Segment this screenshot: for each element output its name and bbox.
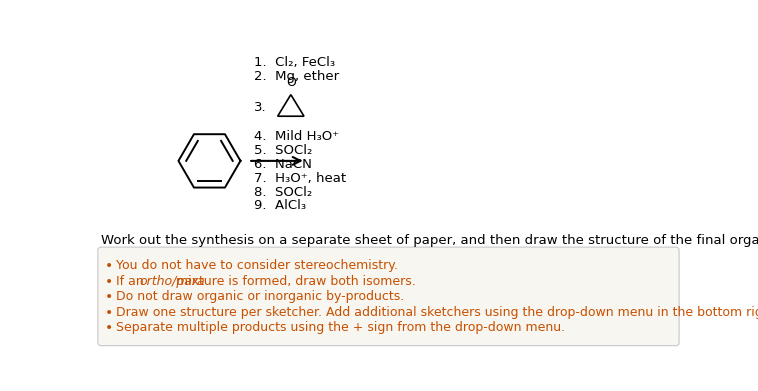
Text: •: • [105, 290, 113, 304]
Text: 8.  SOCl₂: 8. SOCl₂ [254, 185, 312, 199]
Text: 4.  Mild H₃O⁺: 4. Mild H₃O⁺ [254, 130, 339, 143]
Text: 9.  AlCl₃: 9. AlCl₃ [254, 199, 305, 212]
Text: •: • [105, 306, 113, 319]
Text: mixture is formed, draw both isomers.: mixture is formed, draw both isomers. [172, 275, 416, 288]
Text: •: • [105, 321, 113, 335]
Text: 1.  Cl₂, FeCl₃: 1. Cl₂, FeCl₃ [254, 56, 335, 69]
Text: ortho/para: ortho/para [139, 275, 205, 288]
Text: 3.: 3. [254, 101, 266, 114]
Text: 6.  NaCN: 6. NaCN [254, 158, 312, 171]
Text: You do not have to consider stereochemistry.: You do not have to consider stereochemis… [117, 260, 398, 273]
Text: •: • [105, 260, 113, 273]
Text: 5.  SOCl₂: 5. SOCl₂ [254, 144, 312, 157]
Text: Work out the synthesis on a separate sheet of paper, and then draw the structure: Work out the synthesis on a separate she… [101, 234, 758, 247]
Text: Separate multiple products using the + sign from the drop-down menu.: Separate multiple products using the + s… [117, 321, 565, 334]
FancyBboxPatch shape [98, 247, 679, 346]
Text: 7.  H₃O⁺, heat: 7. H₃O⁺, heat [254, 172, 346, 185]
Text: Draw one structure per sketcher. Add additional sketchers using the drop-down me: Draw one structure per sketcher. Add add… [117, 306, 758, 319]
Text: If an: If an [117, 275, 149, 288]
Text: O: O [286, 76, 296, 89]
Text: 2.  Mg, ether: 2. Mg, ether [254, 70, 339, 83]
Text: •: • [105, 275, 113, 289]
Text: Do not draw organic or inorganic by-products.: Do not draw organic or inorganic by-prod… [117, 290, 405, 303]
